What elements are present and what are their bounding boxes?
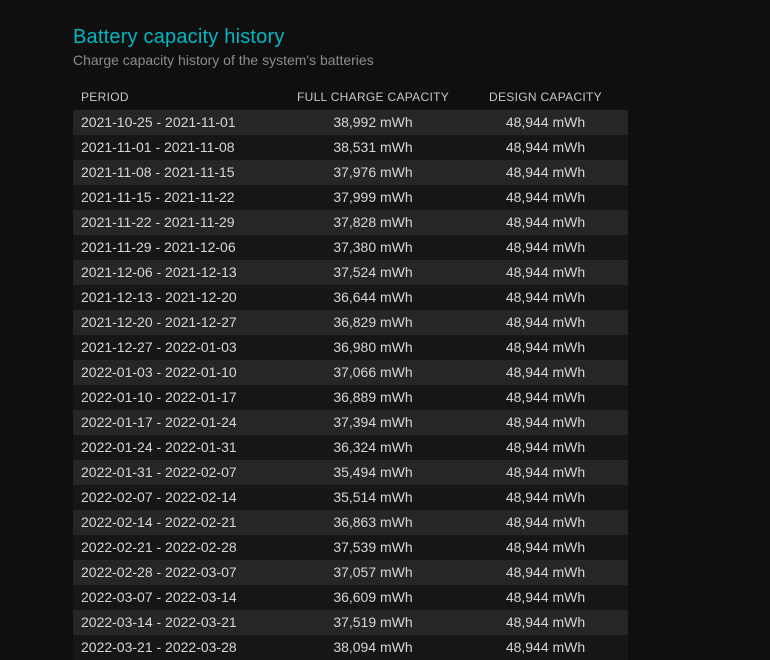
cell-full-charge: 37,828 mWh (283, 210, 463, 235)
cell-full-charge: 37,524 mWh (283, 260, 463, 285)
table-body: 2021-10-25 - 2021-11-0138,992 mWh48,944 … (73, 110, 628, 660)
table-row: 2022-01-31 - 2022-02-0735,494 mWh48,944 … (73, 460, 628, 485)
cell-period: 2021-11-22 - 2021-11-29 (73, 210, 283, 235)
cell-period: 2022-02-14 - 2022-02-21 (73, 510, 283, 535)
cell-period: 2021-11-01 - 2021-11-08 (73, 135, 283, 160)
cell-full-charge: 37,380 mWh (283, 235, 463, 260)
cell-full-charge: 36,889 mWh (283, 385, 463, 410)
cell-design-capacity: 48,944 mWh (463, 160, 628, 185)
col-header-period: PERIOD (73, 86, 283, 110)
cell-design-capacity: 48,944 mWh (463, 485, 628, 510)
cell-period: 2021-12-27 - 2022-01-03 (73, 335, 283, 360)
section-subtitle: Charge capacity history of the system's … (73, 52, 770, 68)
section-title: Battery capacity history (73, 26, 770, 49)
cell-design-capacity: 48,944 mWh (463, 335, 628, 360)
battery-history-table: PERIOD FULL CHARGE CAPACITY DESIGN CAPAC… (73, 86, 628, 660)
table-row: 2022-01-24 - 2022-01-3136,324 mWh48,944 … (73, 435, 628, 460)
col-header-full: FULL CHARGE CAPACITY (283, 86, 463, 110)
table-row: 2022-02-07 - 2022-02-1435,514 mWh48,944 … (73, 485, 628, 510)
table-row: 2022-02-21 - 2022-02-2837,539 mWh48,944 … (73, 535, 628, 560)
cell-period: 2022-02-07 - 2022-02-14 (73, 485, 283, 510)
cell-design-capacity: 48,944 mWh (463, 635, 628, 660)
cell-period: 2021-12-06 - 2021-12-13 (73, 260, 283, 285)
cell-full-charge: 36,324 mWh (283, 435, 463, 460)
table-row: 2022-02-28 - 2022-03-0737,057 mWh48,944 … (73, 560, 628, 585)
cell-period: 2021-12-20 - 2021-12-27 (73, 310, 283, 335)
table-header-row: PERIOD FULL CHARGE CAPACITY DESIGN CAPAC… (73, 86, 628, 110)
table-row: 2022-01-03 - 2022-01-1037,066 mWh48,944 … (73, 360, 628, 385)
table-row: 2022-02-14 - 2022-02-2136,863 mWh48,944 … (73, 510, 628, 535)
cell-period: 2022-01-03 - 2022-01-10 (73, 360, 283, 385)
cell-period: 2022-01-17 - 2022-01-24 (73, 410, 283, 435)
cell-full-charge: 36,829 mWh (283, 310, 463, 335)
cell-period: 2022-03-21 - 2022-03-28 (73, 635, 283, 660)
table-row: 2021-12-27 - 2022-01-0336,980 mWh48,944 … (73, 335, 628, 360)
cell-period: 2021-12-13 - 2021-12-20 (73, 285, 283, 310)
cell-period: 2022-02-21 - 2022-02-28 (73, 535, 283, 560)
col-header-design: DESIGN CAPACITY (463, 86, 628, 110)
table-row: 2022-03-14 - 2022-03-2137,519 mWh48,944 … (73, 610, 628, 635)
table-row: 2021-11-01 - 2021-11-0838,531 mWh48,944 … (73, 135, 628, 160)
cell-full-charge: 35,494 mWh (283, 460, 463, 485)
cell-full-charge: 37,057 mWh (283, 560, 463, 585)
cell-full-charge: 35,514 mWh (283, 485, 463, 510)
cell-design-capacity: 48,944 mWh (463, 360, 628, 385)
cell-full-charge: 38,094 mWh (283, 635, 463, 660)
cell-design-capacity: 48,944 mWh (463, 210, 628, 235)
cell-full-charge: 37,519 mWh (283, 610, 463, 635)
cell-full-charge: 36,980 mWh (283, 335, 463, 360)
cell-design-capacity: 48,944 mWh (463, 435, 628, 460)
table-row: 2021-11-15 - 2021-11-2237,999 mWh48,944 … (73, 185, 628, 210)
table-row: 2022-03-07 - 2022-03-1436,609 mWh48,944 … (73, 585, 628, 610)
cell-period: 2022-01-31 - 2022-02-07 (73, 460, 283, 485)
cell-design-capacity: 48,944 mWh (463, 535, 628, 560)
cell-full-charge: 36,609 mWh (283, 585, 463, 610)
cell-period: 2022-02-28 - 2022-03-07 (73, 560, 283, 585)
cell-full-charge: 37,394 mWh (283, 410, 463, 435)
cell-design-capacity: 48,944 mWh (463, 510, 628, 535)
cell-design-capacity: 48,944 mWh (463, 410, 628, 435)
table-row: 2021-12-06 - 2021-12-1337,524 mWh48,944 … (73, 260, 628, 285)
cell-full-charge: 38,992 mWh (283, 110, 463, 135)
table-row: 2021-11-29 - 2021-12-0637,380 mWh48,944 … (73, 235, 628, 260)
cell-full-charge: 38,531 mWh (283, 135, 463, 160)
cell-period: 2022-01-10 - 2022-01-17 (73, 385, 283, 410)
cell-design-capacity: 48,944 mWh (463, 235, 628, 260)
cell-design-capacity: 48,944 mWh (463, 610, 628, 635)
cell-period: 2022-03-07 - 2022-03-14 (73, 585, 283, 610)
cell-design-capacity: 48,944 mWh (463, 260, 628, 285)
cell-period: 2021-11-15 - 2021-11-22 (73, 185, 283, 210)
cell-design-capacity: 48,944 mWh (463, 110, 628, 135)
cell-period: 2021-11-29 - 2021-12-06 (73, 235, 283, 260)
cell-period: 2021-10-25 - 2021-11-01 (73, 110, 283, 135)
table-row: 2022-01-10 - 2022-01-1736,889 mWh48,944 … (73, 385, 628, 410)
cell-design-capacity: 48,944 mWh (463, 385, 628, 410)
table-row: 2021-11-08 - 2021-11-1537,976 mWh48,944 … (73, 160, 628, 185)
table-row: 2021-12-13 - 2021-12-2036,644 mWh48,944 … (73, 285, 628, 310)
cell-full-charge: 37,066 mWh (283, 360, 463, 385)
cell-period: 2022-01-24 - 2022-01-31 (73, 435, 283, 460)
table-row: 2022-03-21 - 2022-03-2838,094 mWh48,944 … (73, 635, 628, 660)
cell-design-capacity: 48,944 mWh (463, 135, 628, 160)
cell-design-capacity: 48,944 mWh (463, 310, 628, 335)
table-row: 2021-11-22 - 2021-11-2937,828 mWh48,944 … (73, 210, 628, 235)
cell-full-charge: 37,539 mWh (283, 535, 463, 560)
cell-design-capacity: 48,944 mWh (463, 185, 628, 210)
battery-history-panel: Battery capacity history Charge capacity… (0, 0, 770, 660)
cell-design-capacity: 48,944 mWh (463, 460, 628, 485)
cell-design-capacity: 48,944 mWh (463, 560, 628, 585)
cell-period: 2022-03-14 - 2022-03-21 (73, 610, 283, 635)
cell-period: 2021-11-08 - 2021-11-15 (73, 160, 283, 185)
cell-full-charge: 36,863 mWh (283, 510, 463, 535)
cell-design-capacity: 48,944 mWh (463, 585, 628, 610)
cell-design-capacity: 48,944 mWh (463, 285, 628, 310)
cell-full-charge: 36,644 mWh (283, 285, 463, 310)
table-row: 2021-12-20 - 2021-12-2736,829 mWh48,944 … (73, 310, 628, 335)
table-row: 2021-10-25 - 2021-11-0138,992 mWh48,944 … (73, 110, 628, 135)
cell-full-charge: 37,976 mWh (283, 160, 463, 185)
table-row: 2022-01-17 - 2022-01-2437,394 mWh48,944 … (73, 410, 628, 435)
cell-full-charge: 37,999 mWh (283, 185, 463, 210)
